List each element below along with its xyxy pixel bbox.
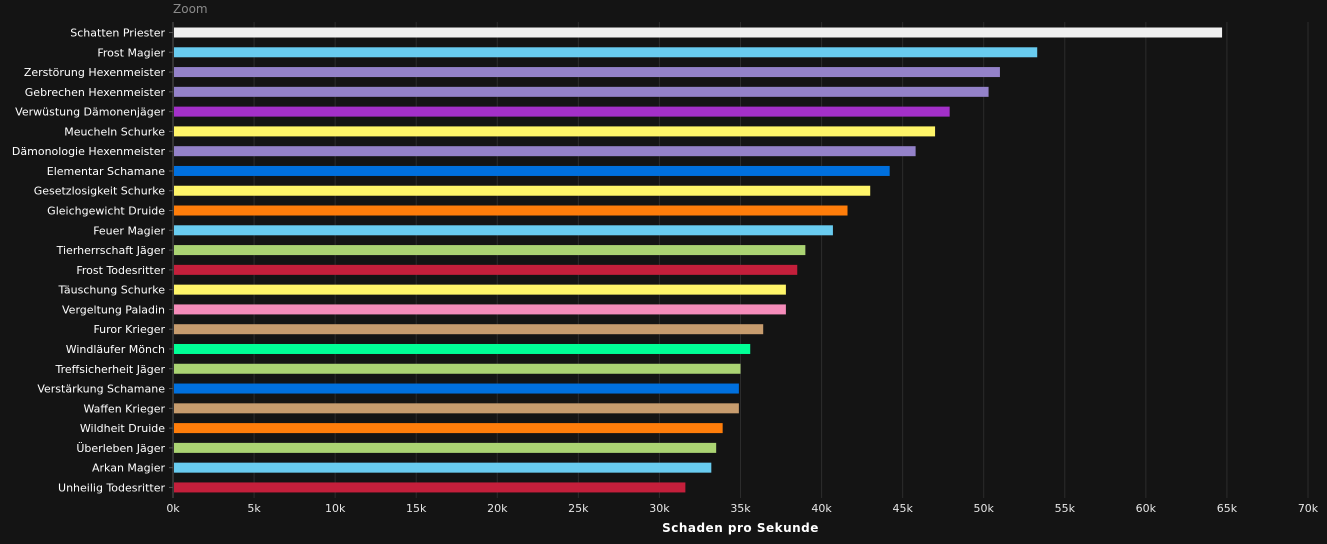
x-tick-label: 35k xyxy=(730,502,751,515)
bar[interactable] xyxy=(174,264,798,275)
bar-layer xyxy=(174,27,1223,493)
y-tick-label: Meucheln Schurke xyxy=(64,125,165,138)
y-tick-label: Täuschung Schurke xyxy=(57,284,165,297)
y-tick-label: Gebrechen Hexenmeister xyxy=(25,86,166,99)
y-tick-label: Verstärkung Schamane xyxy=(37,383,165,396)
y-tick-label: Überleben Jäger xyxy=(76,442,165,455)
bar[interactable] xyxy=(174,165,890,176)
y-tick-label: Waffen Krieger xyxy=(83,402,165,415)
bar[interactable] xyxy=(174,403,739,414)
bar[interactable] xyxy=(174,185,871,196)
bar[interactable] xyxy=(174,482,686,493)
y-tick-label: Windläufer Mönch xyxy=(66,343,165,356)
bar[interactable] xyxy=(174,462,712,473)
y-tick-label: Treffsicherheit Jäger xyxy=(55,363,166,376)
x-tick-label: 45k xyxy=(892,502,913,515)
x-tick-label: 30k xyxy=(649,502,670,515)
bar[interactable] xyxy=(174,245,806,256)
bar[interactable] xyxy=(174,205,848,216)
bar[interactable] xyxy=(174,383,739,394)
bar[interactable] xyxy=(174,27,1223,38)
y-tick-label: Feuer Magier xyxy=(93,224,165,237)
bar[interactable] xyxy=(174,47,1038,58)
y-tick-label: Tierherrschaft Jäger xyxy=(56,244,166,257)
y-tick-label: Wildheit Druide xyxy=(80,422,165,435)
bar[interactable] xyxy=(174,442,717,453)
zoom-label[interactable]: Zoom xyxy=(173,2,208,16)
x-tick-label: 25k xyxy=(568,502,589,515)
x-tick-label: 20k xyxy=(487,502,508,515)
x-tick-label: 0k xyxy=(166,502,180,515)
y-tick-label: Vergeltung Paladin xyxy=(62,303,165,316)
y-tick-label: Frost Todesritter xyxy=(76,264,165,277)
bar[interactable] xyxy=(174,67,1000,78)
bar[interactable] xyxy=(174,343,751,354)
x-tick-label: 5k xyxy=(247,502,261,515)
y-tick-label: Furor Krieger xyxy=(93,323,165,336)
grid-layer xyxy=(172,22,1309,498)
x-tick-label: 15k xyxy=(406,502,427,515)
x-axis-labels: 0k 5k 10k 15k 20k 25k 30k 35k 40k 45k 50k 55k 60k 65k… xyxy=(166,502,1318,515)
bar[interactable] xyxy=(174,225,833,236)
y-tick-label: Dämonologie Hexenmeister xyxy=(12,145,166,158)
x-tick-label: 65k xyxy=(1217,502,1238,515)
x-tick-label: 40k xyxy=(811,502,832,515)
bar[interactable] xyxy=(174,363,741,374)
bar[interactable] xyxy=(174,284,786,295)
bar[interactable] xyxy=(174,304,786,315)
x-tick-label: 70k xyxy=(1298,502,1319,515)
bar[interactable] xyxy=(174,126,936,137)
bar[interactable] xyxy=(174,324,764,335)
bar[interactable] xyxy=(174,146,916,157)
y-tick-label: Elementar Schamane xyxy=(47,165,165,178)
bar[interactable] xyxy=(174,106,950,117)
y-tick-label: Arkan Magier xyxy=(92,462,165,475)
y-tick-label: Zerstörung Hexenmeister xyxy=(24,66,166,79)
y-tick-label: Verwüstung Dämonenjäger xyxy=(15,106,165,119)
y-tick-label: Gesetzlosigkeit Schurke xyxy=(34,185,166,198)
bar[interactable] xyxy=(174,86,989,97)
y-tick-label: Schatten Priester xyxy=(70,27,165,40)
x-axis-title: Schaden pro Sekunde xyxy=(662,521,819,535)
x-tick-label: 10k xyxy=(325,502,346,515)
x-tick-label: 50k xyxy=(974,502,995,515)
y-axis-labels: Schatten Priester Frost Magier Zerstörung … xyxy=(12,27,173,494)
y-tick-label: Frost Magier xyxy=(97,46,165,59)
y-tick-label: Gleichgewicht Druide xyxy=(47,205,165,218)
bar[interactable] xyxy=(174,423,723,434)
x-tick-label: 55k xyxy=(1055,502,1076,515)
y-tick-label: Unheilig Todesritter xyxy=(58,481,165,494)
x-tick-label: 60k xyxy=(1136,502,1157,515)
